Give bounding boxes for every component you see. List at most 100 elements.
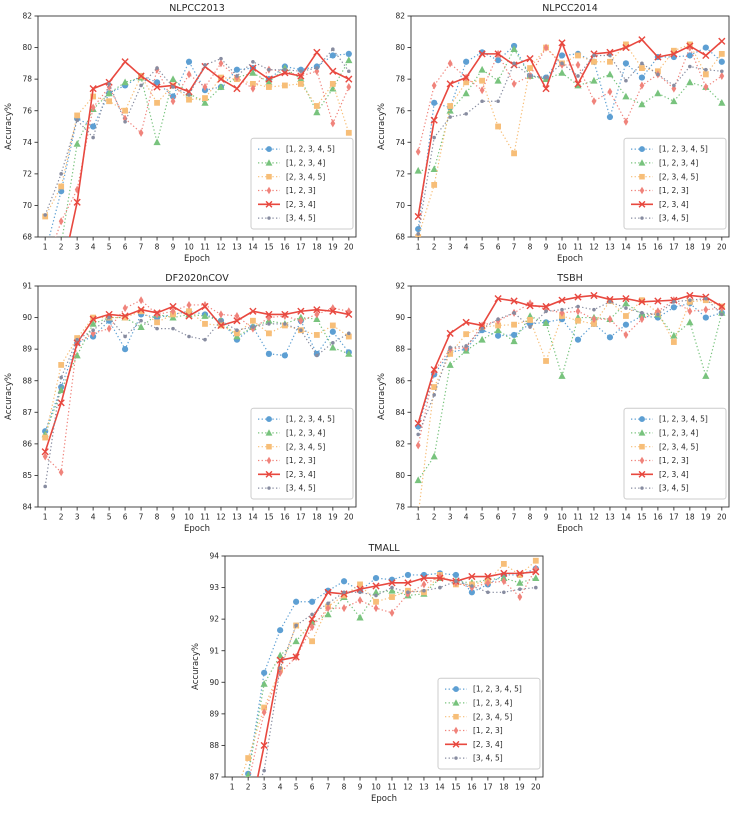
series-line xyxy=(417,54,722,234)
legend-box xyxy=(250,407,354,500)
x-tick-label: 18 xyxy=(312,513,322,522)
y-axis: 84 85 86 87 88 89 90 91 xyxy=(22,282,38,512)
legend-entry-[1, 2, 3]: [1, 2, 3] xyxy=(258,186,316,195)
x-tick-label: 9 xyxy=(171,243,176,252)
x-tick-label: 18 xyxy=(499,783,509,792)
x-tick-label: 18 xyxy=(685,243,695,252)
x-tick-label: 12 xyxy=(589,243,599,252)
legend-label: [3, 4, 5] xyxy=(286,484,316,493)
y-tick-label: 90 xyxy=(209,678,219,687)
x-tick-label: 4 xyxy=(91,243,96,252)
y-tick-label: 87 xyxy=(22,408,32,417)
x-tick-label: 3 xyxy=(75,513,80,522)
x-tick-label: 7 xyxy=(326,783,331,792)
x-axis: 1 2 3 4 5 6 7 8 9 10 11 12 13 14 15 16 17 18 19 20 xyxy=(230,777,541,792)
x-tick-label: 16 xyxy=(280,243,290,252)
x-tick-label: 2 xyxy=(246,783,251,792)
x-tick-label: 14 xyxy=(248,243,258,252)
legend-entry-[1, 2, 3, 4]: [1, 2, 3, 4] xyxy=(631,159,698,168)
x-axis: 1 2 3 4 5 6 7 8 9 10 11 12 13 14 15 16 17 18 19 20 xyxy=(416,237,727,252)
chart-title: NLPCC2014 xyxy=(542,3,598,14)
series-[2, 3, 4] xyxy=(41,302,353,456)
x-tick-label: 3 xyxy=(75,243,80,252)
legend-label: [2, 3, 4, 5] xyxy=(286,442,325,451)
x-tick-label: 2 xyxy=(59,243,64,252)
series-line xyxy=(248,568,537,777)
x-tick-label: 19 xyxy=(701,243,711,252)
x-tick-label: 9 xyxy=(358,783,363,792)
x-tick-label: 13 xyxy=(605,243,615,252)
legend-box xyxy=(437,677,541,770)
series-line xyxy=(246,568,537,777)
legend-label: [1, 2, 3] xyxy=(286,186,316,195)
x-axis: 1 2 3 4 5 6 7 8 9 10 11 12 13 14 15 16 17 18 19 20 xyxy=(43,507,354,522)
y-tick-label: 89 xyxy=(209,709,219,718)
y-tick-label: 70 xyxy=(395,201,405,210)
plot-area xyxy=(224,555,544,778)
chart-df2020ncov: 84 85 86 87 88 89 90 91 1 2 3 4 5 6 7 8 9 10 11 12 13 14 15 16 1… xyxy=(0,270,373,540)
series-[3, 4, 5] xyxy=(43,315,351,489)
x-tick-label: 19 xyxy=(328,243,338,252)
x-axis-label: Epoch xyxy=(557,524,583,534)
x-tick-label: 2 xyxy=(432,513,437,522)
legend-label: [1, 2, 3, 4, 5] xyxy=(286,415,335,424)
x-tick-label: 6 xyxy=(310,783,315,792)
legend-label: [2, 3, 4, 5] xyxy=(473,712,512,721)
plot-area xyxy=(37,285,357,508)
legend-label: [3, 4, 5] xyxy=(659,484,689,493)
y-tick-label: 80 xyxy=(395,43,405,52)
legend-label: [1, 2, 3, 4, 5] xyxy=(473,685,522,694)
legend: [1, 2, 3, 4, 5] [1, 2, 3, 4] [2, 3, 4, 5] [… xyxy=(250,137,354,230)
legend-entry-[1, 2, 3, 4, 5]: [1, 2, 3, 4, 5] xyxy=(258,415,335,424)
plot-area xyxy=(410,285,730,508)
y-tick-label: 78 xyxy=(395,75,405,84)
y-tick-label: 68 xyxy=(22,233,32,242)
y-tick-label: 80 xyxy=(395,471,405,480)
legend-label: [1, 2, 3] xyxy=(659,186,689,195)
x-tick-label: 13 xyxy=(419,783,429,792)
y-tick-label: 70 xyxy=(22,201,32,210)
legend: [1, 2, 3, 4, 5] [1, 2, 3, 4] [2, 3, 4, 5] [… xyxy=(250,407,354,500)
legend-box xyxy=(250,137,354,230)
x-tick-label: 10 xyxy=(371,783,381,792)
x-tick-label: 9 xyxy=(544,513,549,522)
x-tick-label: 8 xyxy=(342,783,347,792)
legend-label: [1, 2, 3, 4] xyxy=(473,699,512,708)
legend-entry-[1, 2, 3, 4, 5]: [1, 2, 3, 4, 5] xyxy=(631,145,708,154)
series-line xyxy=(44,313,350,435)
legend-label: [2, 3, 4] xyxy=(659,200,689,209)
legend-box xyxy=(623,407,727,500)
y-tick-label: 72 xyxy=(22,169,32,178)
chart-tsbh: 78 80 82 84 86 88 90 92 1 2 3 4 5 6 7 8 9 10 11 12 13 14 15 16 1… xyxy=(373,270,746,540)
x-tick-label: 15 xyxy=(637,243,647,252)
x-tick-label: 16 xyxy=(467,783,477,792)
y-tick-label: 78 xyxy=(395,503,405,512)
legend-entry-[1, 2, 3]: [1, 2, 3] xyxy=(445,726,503,735)
x-tick-label: 5 xyxy=(107,513,112,522)
x-tick-label: 4 xyxy=(464,513,469,522)
x-tick-label: 15 xyxy=(451,783,461,792)
y-tick-label: 88 xyxy=(209,741,219,750)
legend-entry-[1, 2, 3, 4]: [1, 2, 3, 4] xyxy=(258,159,325,168)
x-tick-label: 20 xyxy=(344,513,354,522)
y-axis-label: Accuracy% xyxy=(377,373,387,420)
x-tick-label: 7 xyxy=(139,243,144,252)
y-tick-label: 76 xyxy=(22,106,32,115)
x-tick-label: 20 xyxy=(344,243,354,252)
series-line xyxy=(417,38,723,217)
x-tick-label: 7 xyxy=(512,243,517,252)
y-tick-label: 90 xyxy=(22,313,32,322)
y-tick-label: 84 xyxy=(22,503,32,512)
x-tick-label: 4 xyxy=(278,783,283,792)
x-tick-label: 9 xyxy=(544,243,549,252)
series-line xyxy=(418,299,723,507)
x-tick-label: 16 xyxy=(653,513,663,522)
series-line xyxy=(44,305,349,452)
chart-title: TSBH xyxy=(556,273,583,284)
x-tick-label: 13 xyxy=(232,513,242,522)
legend-label: [3, 4, 5] xyxy=(473,754,503,763)
